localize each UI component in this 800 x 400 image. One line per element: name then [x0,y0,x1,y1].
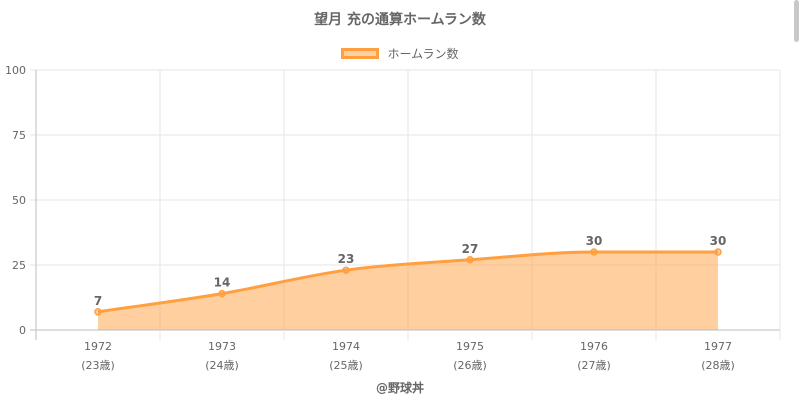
scrollbar-thumb[interactable] [794,0,799,42]
series-line [97,250,718,314]
data-point [342,266,350,274]
x-tick-sublabel: (23歳) [81,359,115,372]
footer-credit: @野球丼 [375,381,424,395]
x-tick-sublabel: (28歳) [701,359,735,372]
y-tick-label: 100 [5,64,26,77]
x-tick-label: 1973 [208,340,236,353]
x-tick-label: 1976 [580,340,608,353]
x-tick-sublabel: (24歳) [205,359,239,372]
data-labels: 7 14 23 27 30 30 [94,234,727,308]
x-tick-label: 1972 [84,340,112,353]
legend-label: ホームラン数 [387,47,459,61]
x-tick-sublabel: (26歳) [453,359,487,372]
legend[interactable]: ホームラン数 [0,45,800,62]
series-area [97,250,718,330]
y-tick-label: 0 [19,324,26,337]
series-fill [98,252,718,330]
series-points [94,248,722,316]
data-label: 23 [338,252,355,266]
data-point [590,248,598,256]
x-tick-label: 1977 [704,340,732,353]
y-tick-label: 25 [12,259,26,272]
data-point [94,308,102,316]
data-label: 7 [94,294,102,308]
x-tick-sublabel: (25歳) [329,359,363,372]
data-point [218,289,226,298]
data-point [714,248,722,256]
y-tick-label: 75 [12,129,26,142]
axes: 0 25 50 75 100 1972 (23歳) 1973 (24歳) 1974 (25歳) 197… [5,64,735,372]
x-tick-label: 1974 [332,340,360,353]
data-label: 30 [710,234,727,248]
data-label: 27 [462,242,479,256]
legend-swatch [341,48,380,59]
data-label: 30 [586,234,603,248]
x-tick-sublabel: (27歳) [577,359,611,372]
chart-title: 望月 充の通算ホームラン数 [314,12,486,28]
data-label: 14 [214,276,231,290]
data-point [466,256,474,264]
x-tick-label: 1975 [456,340,484,353]
y-tick-label: 50 [12,194,26,207]
